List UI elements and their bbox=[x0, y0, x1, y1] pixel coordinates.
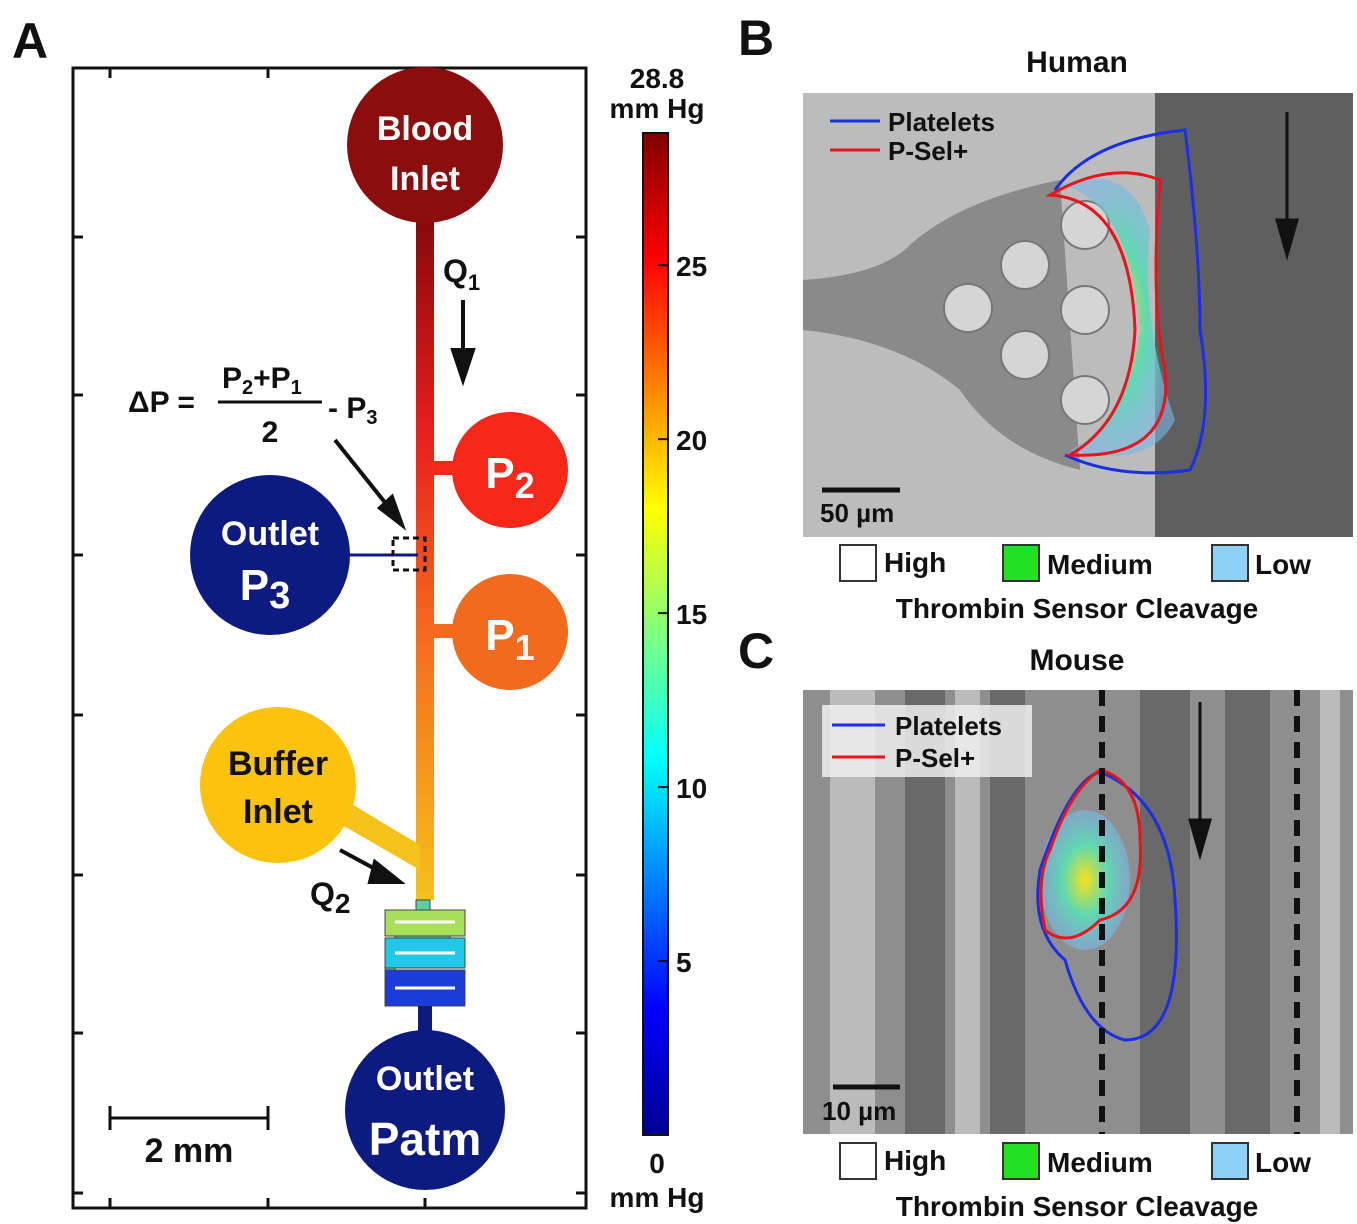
panel-c: C Mouse Platelets P-Sel+ 10 µm High Medi… bbox=[738, 623, 1353, 1222]
scale-label: 10 µm bbox=[822, 1096, 896, 1126]
equation: 2 bbox=[242, 377, 253, 399]
node-label: Outlet bbox=[221, 515, 319, 553]
colorbar-tick-label: 10 bbox=[676, 773, 707, 804]
cleavage-legend: High Medium Low Thrombin Sensor Cleavage bbox=[840, 545, 1311, 624]
colorbar-tick-label: 25 bbox=[676, 251, 707, 282]
colorbar-unit: mm Hg bbox=[610, 1182, 705, 1213]
legend-label: Platelets bbox=[888, 107, 995, 137]
flow-label: Q bbox=[310, 876, 335, 912]
legend-label: High bbox=[884, 1145, 946, 1176]
node-label: Patm bbox=[369, 1113, 481, 1165]
node-label: P bbox=[485, 449, 514, 498]
panel-b: B Human Platelets P-Sel+ 50 µm High Medi… bbox=[738, 10, 1353, 624]
legend-label: Low bbox=[1255, 1147, 1311, 1178]
legend-title: Thrombin Sensor Cleavage bbox=[896, 593, 1259, 624]
node-label: 3 bbox=[269, 575, 290, 617]
legend-label: Low bbox=[1255, 549, 1311, 580]
legend-label: Medium bbox=[1047, 549, 1153, 580]
node-label: P bbox=[240, 561, 269, 610]
scale-label: 50 µm bbox=[820, 498, 894, 528]
equation: - P3 bbox=[328, 392, 377, 429]
colorbar-tick-label: 5 bbox=[676, 947, 692, 978]
node-label: P bbox=[485, 611, 514, 660]
flow-label: Q bbox=[443, 253, 468, 289]
panel-label: C bbox=[738, 623, 774, 679]
equation: 3 bbox=[366, 407, 377, 429]
equation: ΔP = bbox=[128, 386, 195, 419]
scale-label: 2 mm bbox=[145, 1132, 234, 1170]
panel-a: A Blood Inlet P2 P1 Outlet P3 Buffer Inl… bbox=[12, 13, 707, 1213]
node-label: 1 bbox=[515, 627, 535, 668]
figure: A Blood Inlet P2 P1 Outlet P3 Buffer Inl… bbox=[0, 0, 1357, 1224]
equation: 2 bbox=[262, 416, 279, 449]
node-label: 2 bbox=[515, 465, 535, 506]
panel-label: A bbox=[12, 13, 48, 69]
arrow bbox=[340, 850, 400, 882]
panel-title: Human bbox=[1026, 46, 1128, 79]
legend-label: Medium bbox=[1047, 1147, 1153, 1178]
legend-title: Thrombin Sensor Cleavage bbox=[896, 1191, 1259, 1222]
cleavage-legend: High Medium Low Thrombin Sensor Cleavage bbox=[840, 1143, 1311, 1222]
colorbar-tick-label: 15 bbox=[676, 599, 707, 630]
legend-label: P-Sel+ bbox=[895, 743, 975, 773]
node-label: Buffer bbox=[228, 745, 328, 783]
flow-label: 1 bbox=[468, 270, 480, 295]
node bbox=[345, 1030, 505, 1190]
legend-label: High bbox=[884, 547, 946, 578]
legend-label: Platelets bbox=[895, 711, 1002, 741]
node-label: Blood bbox=[377, 110, 473, 148]
node-label: Outlet bbox=[376, 1060, 474, 1098]
colorbar-unit: mm Hg bbox=[610, 93, 705, 124]
colorbar bbox=[643, 133, 668, 1135]
equation: +P bbox=[253, 362, 291, 395]
node bbox=[200, 707, 356, 863]
flow-label: Q1 bbox=[443, 253, 480, 295]
panel-title: Mouse bbox=[1029, 644, 1124, 677]
node-label: Inlet bbox=[390, 160, 460, 198]
scale-bar bbox=[110, 1106, 268, 1130]
arrow bbox=[335, 440, 402, 525]
legend-label: P-Sel+ bbox=[888, 136, 968, 166]
colorbar-tick-label: 0 bbox=[649, 1148, 665, 1179]
equation: - P bbox=[328, 392, 366, 425]
equation: 1 bbox=[291, 377, 302, 399]
flow-label: Q2 bbox=[310, 876, 350, 919]
flow-label: 2 bbox=[335, 888, 351, 919]
panel-label: B bbox=[738, 10, 774, 66]
colorbar-tick-label: 28.8 bbox=[630, 63, 685, 94]
node-label: Inlet bbox=[243, 793, 313, 831]
equation: P2+P1 bbox=[222, 362, 302, 399]
equation: P bbox=[222, 362, 242, 395]
colorbar-tick-label: 20 bbox=[676, 425, 707, 456]
arrow bbox=[453, 300, 473, 380]
